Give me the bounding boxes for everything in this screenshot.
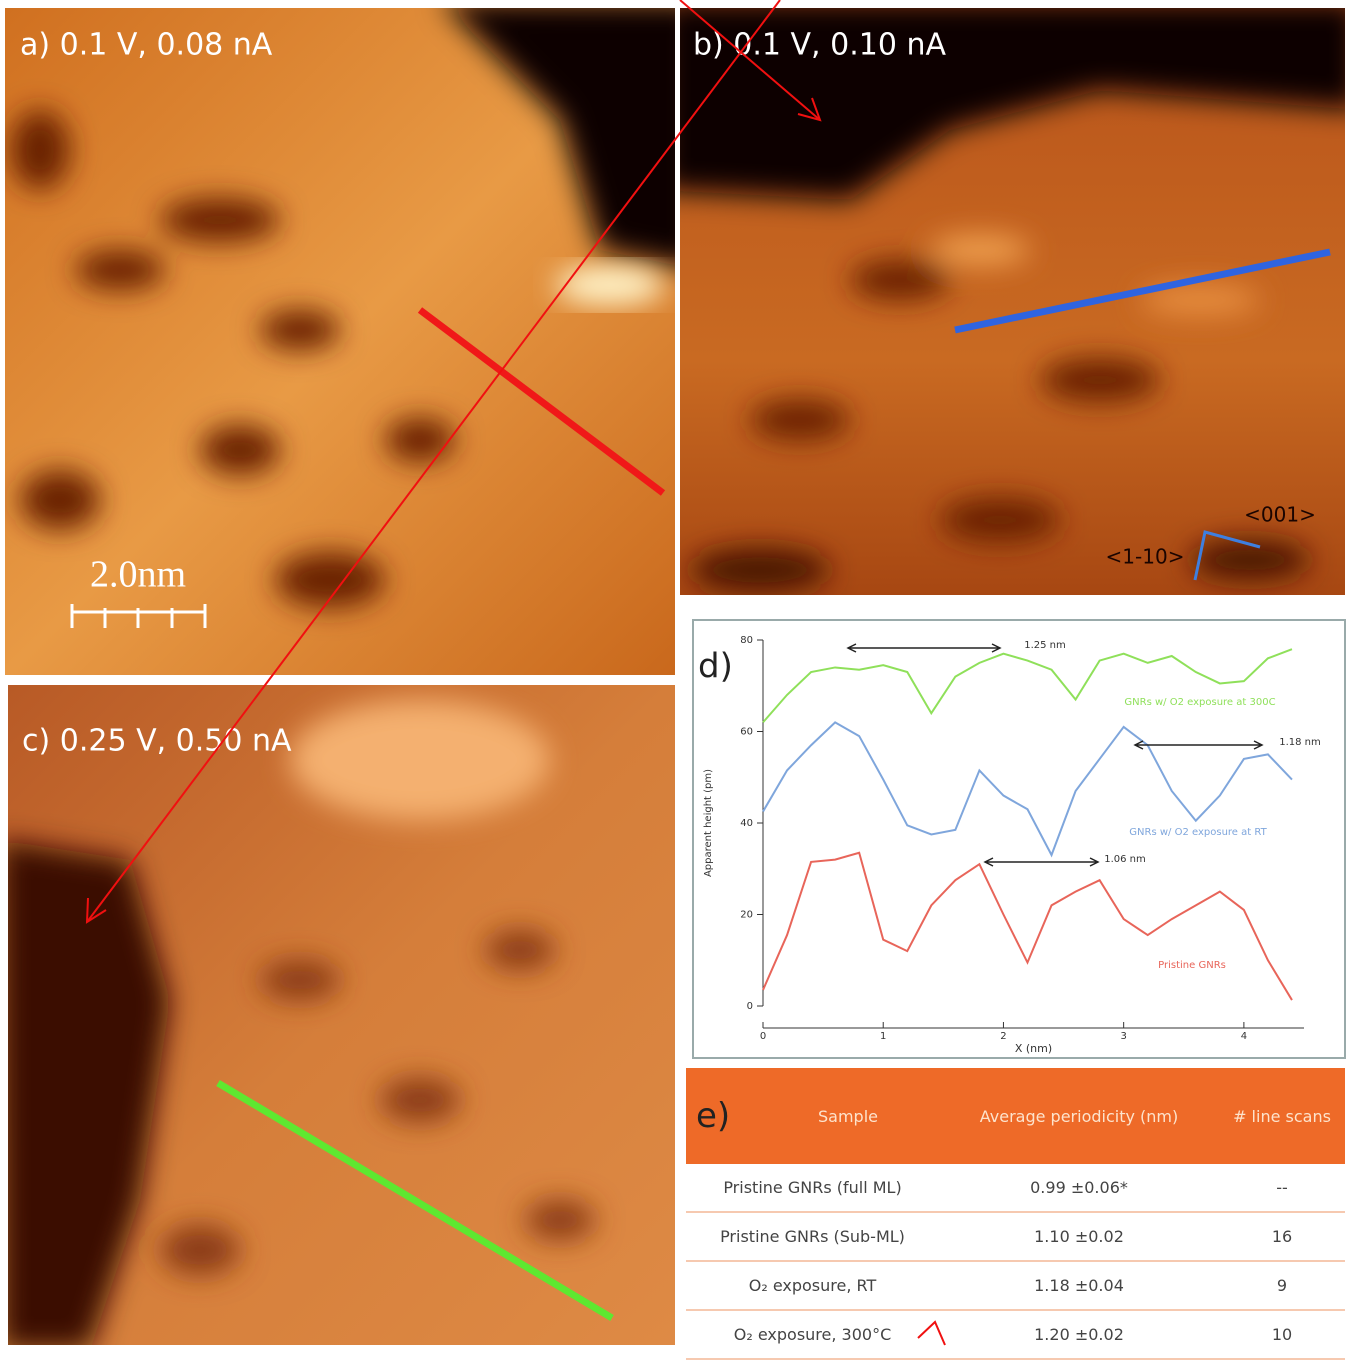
panel-label: c) 0.25 V, 0.50 nA (22, 724, 292, 759)
scale-bar-label: 2.0nm (90, 554, 186, 596)
cell: 0.99 ±0.06* (939, 1164, 1219, 1212)
annotation: 1.18 nm (1279, 737, 1321, 748)
x-tick-label: 1 (880, 1031, 886, 1042)
y-tick-label: 60 (740, 727, 753, 738)
cell: -- (1219, 1164, 1345, 1212)
cell: 10 (1219, 1310, 1345, 1359)
header-cell: # line scans (1219, 1068, 1345, 1164)
table: e) Sample Average periodicity (nm) # lin… (686, 1068, 1345, 1360)
header-cell: Sample (757, 1068, 939, 1164)
x-tick-label: 2 (1000, 1031, 1006, 1042)
cell: 16 (1219, 1212, 1345, 1261)
panel-label: e) (686, 1068, 757, 1164)
cell: O₂ exposure, RT (686, 1261, 939, 1310)
x-tick-label: 3 (1120, 1031, 1126, 1042)
panel-label: a) 0.1 V, 0.08 nA (20, 28, 273, 63)
header-cell: Average periodicity (nm) (939, 1068, 1219, 1164)
x-tick-label: 4 (1241, 1031, 1247, 1042)
cell: 1.20 ±0.02 (939, 1310, 1219, 1359)
panel-label: d) (698, 647, 733, 687)
x-tick-label: 0 (760, 1031, 766, 1042)
page: a) 0.1 V, 0.08 nA b) 0.1 V, 0.10 nA c) 0… (0, 0, 1352, 1347)
table-header: e) Sample Average periodicity (nm) # lin… (686, 1068, 1345, 1164)
table-row: Pristine GNRs (full ML)0.99 ±0.06*-- (686, 1164, 1345, 1212)
chart-frame (693, 620, 1345, 1058)
x-axis-label: X (nm) (1015, 1042, 1052, 1055)
cell: 1.18 ±0.04 (939, 1261, 1219, 1310)
panel-label: b) 0.1 V, 0.10 nA (693, 28, 946, 63)
y-tick-label: 0 (747, 1001, 753, 1012)
direction-label: <1-10> (1106, 545, 1185, 569)
y-tick-label: 80 (740, 635, 753, 646)
y-tick-label: 40 (740, 818, 753, 829)
annotation: 1.06 nm (1104, 854, 1146, 865)
cell: O₂ exposure, 300°C (686, 1310, 939, 1359)
cell: Pristine GNRs (Sub-ML) (686, 1212, 939, 1261)
y-axis-label: Apparent height (pm) (703, 769, 714, 877)
series-label: GNRs w/ O2 exposure at RT (1129, 827, 1267, 838)
direction-label: <001> (1244, 503, 1316, 527)
series-label: Pristine GNRs (1158, 960, 1226, 971)
series-label: GNRs w/ O2 exposure at 300C (1124, 697, 1275, 708)
cell: Pristine GNRs (full ML) (686, 1164, 939, 1212)
cell: 9 (1219, 1261, 1345, 1310)
y-tick-label: 20 (740, 910, 753, 921)
cell: 1.10 ±0.02 (939, 1212, 1219, 1261)
stm-image-c (0, 685, 675, 1347)
annotation: 1.25 nm (1024, 640, 1066, 651)
